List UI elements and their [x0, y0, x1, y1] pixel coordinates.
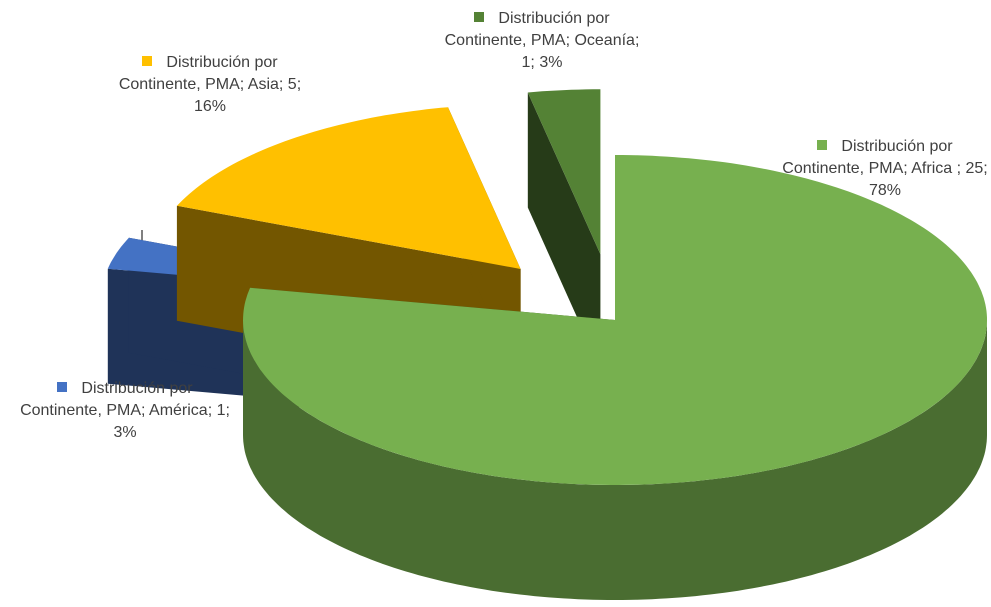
slice-side: [243, 320, 987, 600]
data-label: Distribución por Continente, PMA; Oceaní…: [437, 8, 647, 74]
slice: [243, 155, 987, 485]
data-label-text: Distribución por Continente, PMA; Asia; …: [118, 54, 302, 115]
legend-key: [474, 12, 485, 22]
slice: [527, 89, 601, 370]
slice: [527, 89, 601, 255]
data-label: Distribución por Continente, PMA; Asia; …: [105, 52, 315, 118]
legend-key: [142, 56, 153, 66]
legend-key: [817, 140, 828, 150]
data-label: Distribución por Continente, PMA; Africa…: [780, 136, 990, 202]
legend-key: [57, 382, 68, 392]
slice-wall: [527, 92, 601, 370]
data-label-text: Distribución por Continente, PMA; Oceaní…: [444, 10, 640, 71]
data-label: Distribución por Continente, PMA; Améric…: [20, 378, 230, 444]
data-label-text: Distribución por Continente, PMA; Africa…: [782, 138, 988, 199]
slice: [243, 155, 987, 600]
slice: [176, 107, 521, 269]
data-label-text: Distribución por Continente, PMA; Améric…: [20, 380, 230, 441]
